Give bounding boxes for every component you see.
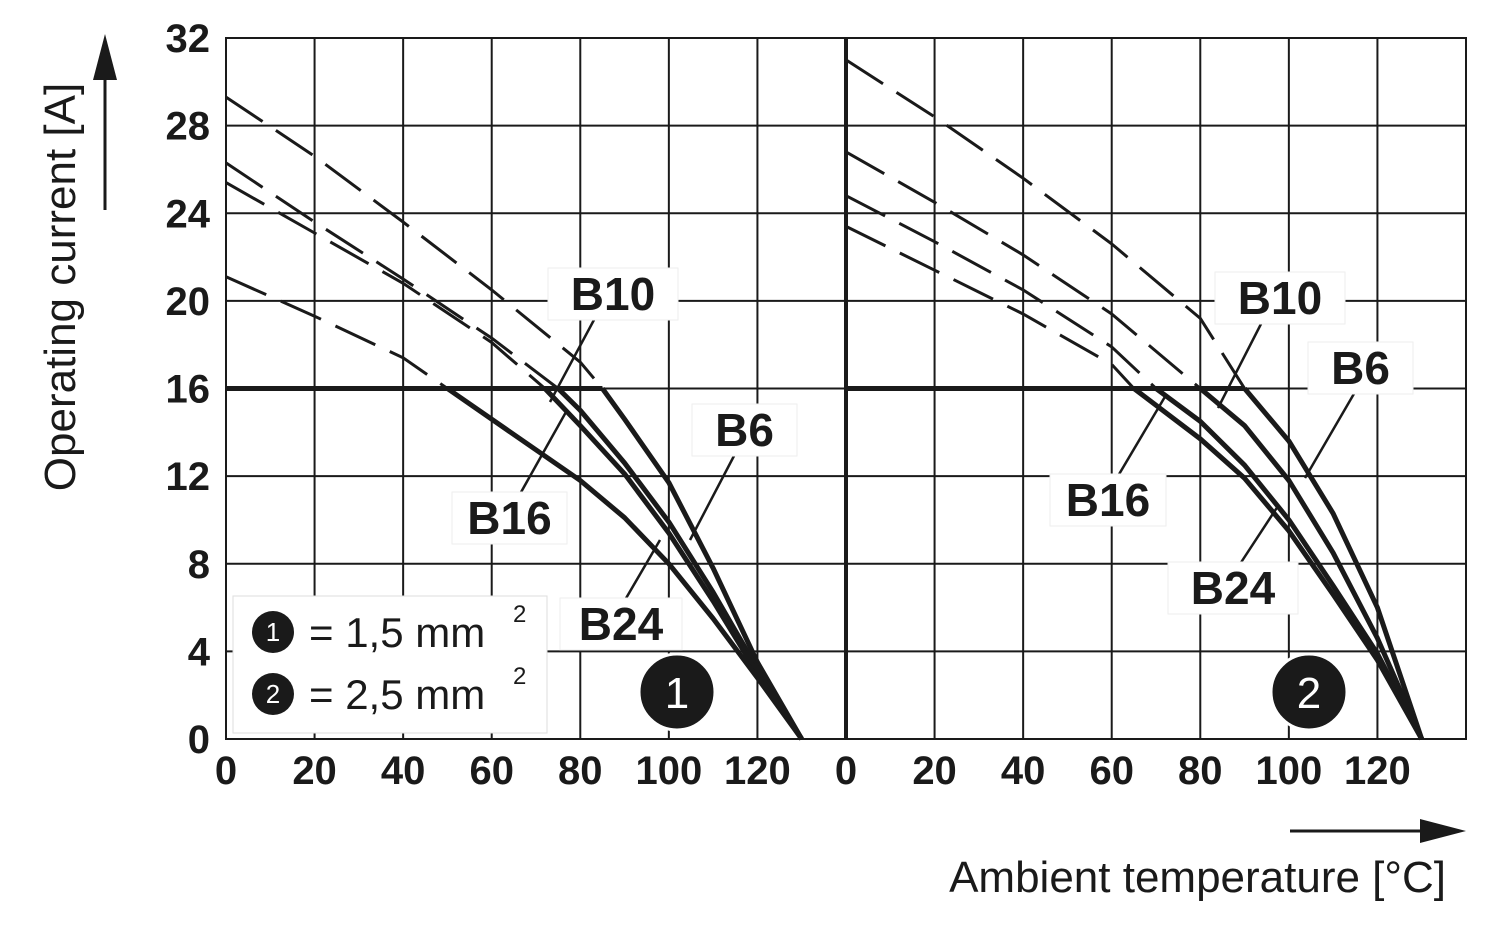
legend-entry-2-sup: 2 — [513, 663, 526, 690]
y-tick-label: 4 — [188, 630, 211, 674]
x-tick-label: 60 — [1089, 749, 1134, 793]
y-tick-label: 12 — [166, 455, 211, 499]
series-b6-solid — [600, 387, 804, 741]
series-label-leader — [623, 539, 662, 601]
panel-2-badge: 2 — [1269, 652, 1349, 732]
series-b16-solid — [543, 386, 804, 741]
series-label-leader — [688, 453, 737, 541]
x-tick-label: 60 — [469, 749, 514, 793]
legend-entry-1-text: = 1,5 mm — [309, 609, 485, 656]
series-label-b24: B24 — [1191, 562, 1276, 614]
x-tick-label: 100 — [635, 749, 702, 793]
series-label-box — [1307, 341, 1414, 395]
series-label-box — [547, 267, 679, 321]
series-b24-solid — [1132, 386, 1424, 741]
series-label-b16: B16 — [1066, 474, 1150, 526]
series-label-b6: B6 — [1331, 342, 1390, 394]
series-b16-solid — [1154, 386, 1424, 741]
series-b24-dashed — [845, 225, 1136, 390]
series-label-b10: B10 — [571, 268, 655, 320]
series-label-b6: B6 — [715, 404, 774, 456]
panel-1-badge: 1 — [637, 652, 717, 732]
panel-1-badge-circle — [637, 652, 717, 732]
legend-entry-2: 2 = 2,5 mm 2 — [252, 663, 526, 718]
series-label-box — [691, 403, 798, 457]
x-tick-label: 20 — [912, 749, 957, 793]
series-b6-dashed — [225, 95, 604, 390]
y-tick-label: 20 — [166, 280, 211, 324]
series-label-box — [1214, 271, 1346, 325]
series-label-leader — [1216, 321, 1264, 409]
y-tick-label: 0 — [188, 718, 210, 762]
panel-2-badge-text: 2 — [1297, 669, 1321, 718]
series-label-leader — [548, 317, 597, 403]
x-tick-label: 100 — [1255, 749, 1322, 793]
x-tick-label: 120 — [724, 749, 791, 793]
series-label-leader — [1303, 391, 1357, 479]
x-axis-title-group: Ambient temperature [°C] — [949, 819, 1466, 902]
legend-entry-2-text: = 2,5 mm — [309, 671, 485, 718]
series-label-box — [559, 597, 683, 651]
x-axis-title: Ambient temperature [°C] — [949, 853, 1446, 902]
series-b6-dashed — [845, 58, 1246, 390]
x-tick-label: 80 — [1178, 749, 1223, 793]
x-tick-label: 20 — [292, 749, 337, 793]
x-tick-label: 0 — [215, 749, 237, 793]
legend-badge-1-text: 1 — [266, 617, 280, 647]
y-tick-label: 16 — [166, 368, 211, 412]
legend-entry-1: 1 = 1,5 mm 2 — [252, 601, 526, 656]
series-label-b16: B16 — [467, 492, 551, 544]
series-b16-dashed — [225, 181, 546, 390]
x-tick-label: 40 — [1001, 749, 1046, 793]
panel-2-badge-circle — [1269, 652, 1349, 732]
y-tick-label: 28 — [166, 105, 211, 149]
series-label-box — [1049, 473, 1167, 527]
x-tick-label: 120 — [1344, 749, 1411, 793]
y-axis-arrowhead — [93, 34, 117, 80]
series-label-leader — [1238, 505, 1280, 565]
x-tick-label: 0 — [835, 749, 857, 793]
legend: 1 = 1,5 mm 2 2 = 2,5 mm 2 — [232, 595, 548, 734]
series-b24-solid — [445, 386, 804, 741]
y-tick-label: 8 — [188, 543, 210, 587]
y-tick-label: 32 — [166, 17, 211, 61]
x-tick-label: 40 — [381, 749, 426, 793]
series-label-box — [1167, 561, 1299, 615]
curves-layer — [225, 38, 1425, 741]
series-b24-dashed — [225, 275, 449, 390]
series-label-box — [451, 491, 568, 545]
x-axis-arrowhead — [1420, 819, 1466, 843]
y-axis-title: Operating current [A] — [36, 83, 85, 491]
x-tick-label: 80 — [558, 749, 603, 793]
series-label-leader — [518, 411, 568, 495]
series-b6-solid — [1242, 386, 1425, 740]
legend-badge-2 — [252, 673, 294, 715]
y-tick-label: 24 — [166, 192, 211, 236]
series-label-leader — [1116, 394, 1168, 477]
legend-badge-1 — [252, 611, 294, 653]
series-b10-solid — [1198, 386, 1424, 741]
legend-entry-1-sup: 2 — [513, 601, 526, 628]
series-b10-dashed — [225, 161, 560, 390]
panel-1-badge-text: 1 — [665, 669, 689, 718]
series-label-b24: B24 — [579, 598, 664, 650]
series-b16-dashed — [845, 194, 1158, 390]
series-b10-dashed — [845, 150, 1202, 390]
series-label-b10: B10 — [1238, 272, 1322, 324]
legend-badge-2-text: 2 — [266, 679, 280, 709]
y-axis-title-group: Operating current [A] — [36, 34, 117, 491]
